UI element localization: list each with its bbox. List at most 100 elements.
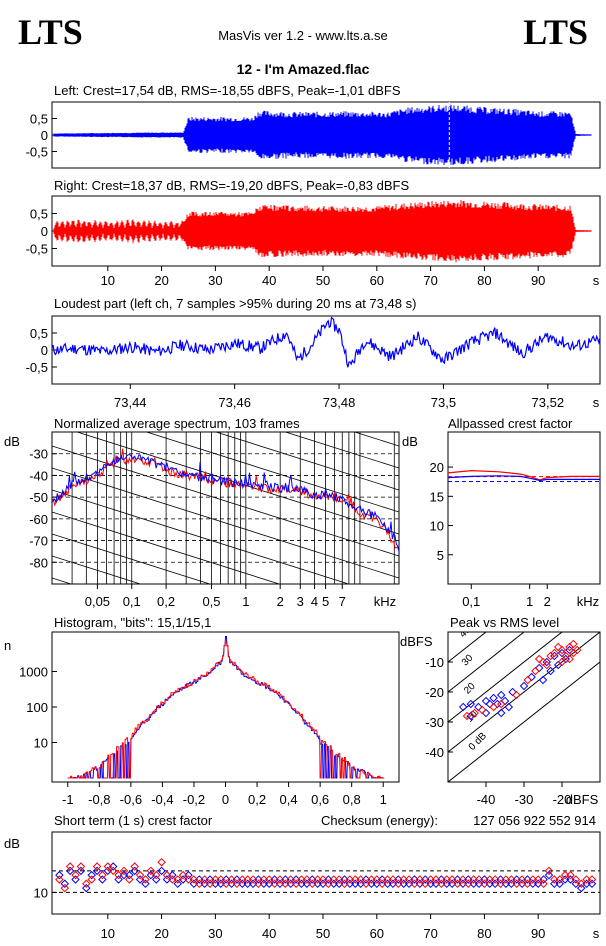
allpass-crest-frame (447, 431, 601, 585)
spectrum-xunit: kHz (374, 594, 396, 609)
stc-point (55, 875, 64, 884)
histogram-xtick-label: -0,8 (88, 792, 110, 807)
stc-point (464, 879, 473, 889)
stc-point (329, 875, 339, 884)
stc-point (576, 883, 586, 893)
stc-point (108, 866, 118, 876)
stc-point (351, 879, 360, 889)
spectrum-title: Normalized average spectrum, 103 frames (54, 416, 300, 431)
stc-point (141, 879, 150, 889)
stc-point (496, 875, 505, 884)
histogram-chart: Histogram, "bits": 15,1/15,1n100010010-1… (4, 615, 400, 807)
stc-point (361, 879, 371, 889)
stc-point (162, 870, 172, 880)
spectrum-xtick-label: 1 (242, 594, 249, 609)
stc-point (98, 870, 107, 880)
stc-point (485, 879, 495, 889)
stc-point (313, 879, 322, 889)
stc-point (426, 879, 435, 889)
stc-point (157, 866, 166, 876)
spectrum-ytick-label: -40 (29, 468, 48, 483)
short-term-crest-xtick-label: 10 (101, 926, 115, 941)
stc-point (168, 870, 177, 880)
pvr-crest-label: 40 (458, 624, 474, 640)
stc-point (410, 879, 419, 889)
stc-point (458, 875, 468, 884)
short-term-crest-xtick-label: 60 (370, 926, 384, 941)
stc-point (264, 875, 274, 884)
stc-point (291, 879, 301, 889)
stc-point (501, 879, 511, 889)
right-waveform-xtick-label: 20 (154, 273, 168, 288)
stc-point (388, 879, 398, 889)
stc-point (474, 879, 484, 889)
short-term-crest-xtick-label: 90 (531, 926, 545, 941)
pvr-point (489, 693, 498, 703)
spectrum-ytick-label: -50 (29, 490, 48, 505)
peak-vs-rms-xtick-label: -30 (515, 792, 534, 807)
pvr-crest-line (448, 661, 600, 782)
histogram-ytick-label: 10 (34, 736, 48, 751)
loudest-part-xtick-label: 73,52 (532, 395, 565, 410)
stc-point (60, 879, 70, 889)
allpass-crest-chart: Allpassed crest factor dB 20 15 10 5 0,1 1 2 kHz (402, 416, 601, 609)
stc-point (334, 875, 344, 884)
loudest-part-ytick-label: 0,5 (30, 326, 48, 341)
right-waveform-ytick-label: -0,5 (26, 242, 48, 257)
stc-point (76, 862, 86, 871)
stc-point (238, 875, 247, 884)
stc-point (307, 879, 317, 889)
stc-point (216, 875, 226, 884)
pvr-point (569, 648, 578, 658)
spectrum-series (52, 453, 399, 552)
spectrum-xtick-label: 2 (277, 594, 284, 609)
spectrum-slope-line (52, 555, 142, 584)
stc-point (184, 870, 193, 880)
pvr-point (462, 711, 472, 721)
stc-point (173, 875, 182, 884)
loudest-part-xtick-label: 73,48 (323, 395, 356, 410)
stc-point (571, 875, 581, 884)
stc-point (474, 875, 484, 884)
stc-point (447, 875, 457, 884)
short-term-crest-chart: Short term (1 s) crest factor 127 056 922… (4, 813, 601, 941)
stc-point (318, 879, 328, 889)
stc-point (512, 879, 521, 889)
pvr-crest-line (448, 632, 600, 753)
stc-point (130, 862, 139, 871)
stc-point (410, 875, 419, 884)
pvr-point (458, 702, 468, 712)
stc-point (275, 875, 285, 884)
stc-point (259, 879, 269, 889)
left-waveform-ytick-label: -0,5 (26, 145, 48, 160)
stc-point (151, 870, 161, 880)
stc-point (490, 875, 500, 884)
stc-point (377, 879, 387, 889)
stc-point (399, 879, 408, 889)
app-title: MasVis ver 1.2 - www.lts.a.se (218, 28, 388, 43)
stc-point (291, 875, 301, 884)
pvr-point (496, 690, 506, 700)
spectrum-ytick-label: -60 (29, 512, 48, 527)
pvr-point (519, 681, 529, 691)
peak-vs-rms-ytick-label: -40 (425, 745, 444, 760)
stc-point (566, 870, 575, 880)
stc-point (367, 875, 376, 884)
spectrum-xtick-label: 0,2 (157, 594, 175, 609)
stc-point (560, 870, 570, 880)
stc-point (431, 875, 441, 884)
stc-point (200, 879, 209, 889)
pvr-point (542, 660, 552, 670)
stc-point (555, 879, 564, 889)
stc-xunit: s (593, 926, 600, 941)
stc-point (420, 875, 430, 884)
stc-point (108, 862, 118, 871)
allpass-crest-xtick-label: 0,1 (462, 594, 480, 609)
stc-point (157, 857, 166, 867)
allpass-ylabel: dB (402, 434, 418, 449)
pvr-point (485, 699, 495, 709)
stc-point (523, 879, 532, 889)
spectrum-slope-line (75, 432, 399, 535)
stc-point (507, 879, 516, 889)
stc-point (415, 879, 425, 889)
